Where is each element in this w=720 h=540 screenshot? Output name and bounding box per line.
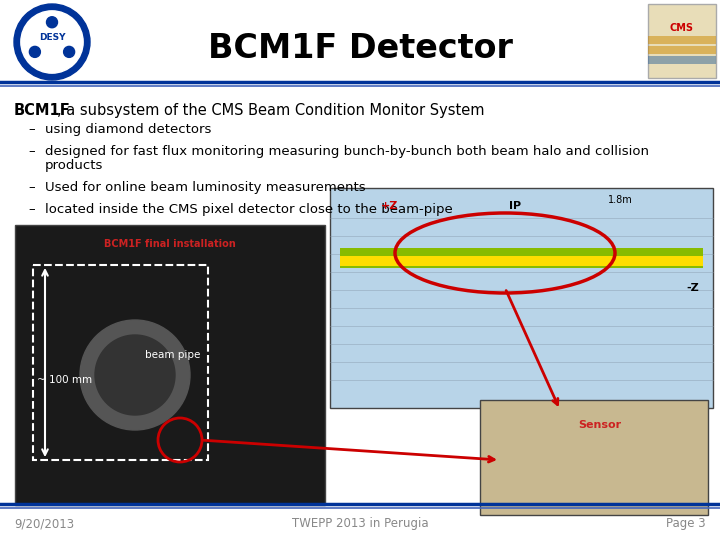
Text: Page 3: Page 3 xyxy=(667,517,706,530)
Bar xyxy=(15,225,325,505)
Text: CMS: CMS xyxy=(670,23,694,33)
Text: Sensor: Sensor xyxy=(578,420,621,430)
Text: +Z: +Z xyxy=(382,201,399,211)
Text: –: – xyxy=(28,181,35,194)
Circle shape xyxy=(47,17,58,28)
Text: Used for online beam luminosity measurements: Used for online beam luminosity measurem… xyxy=(45,181,366,194)
Text: IP: IP xyxy=(509,201,521,211)
Text: DESY: DESY xyxy=(39,33,66,43)
Text: located inside the CMS pixel detector close to the beam-pipe: located inside the CMS pixel detector cl… xyxy=(45,203,453,216)
Text: 1.8m: 1.8m xyxy=(608,195,632,205)
Text: –: – xyxy=(28,203,35,216)
Circle shape xyxy=(21,11,84,73)
Text: using diamond detectors: using diamond detectors xyxy=(45,123,212,136)
Text: , a subsystem of the CMS Beam Condition Monitor System: , a subsystem of the CMS Beam Condition … xyxy=(57,103,485,118)
Text: –: – xyxy=(28,123,35,136)
Circle shape xyxy=(80,320,190,430)
Text: ~ 100 mm: ~ 100 mm xyxy=(37,375,92,385)
Text: -Z: -Z xyxy=(687,283,699,293)
Text: 9/20/2013: 9/20/2013 xyxy=(14,517,74,530)
Bar xyxy=(33,265,208,460)
Bar xyxy=(330,188,713,408)
Text: beam pipe: beam pipe xyxy=(145,350,200,360)
Circle shape xyxy=(95,335,175,415)
Text: products: products xyxy=(45,159,104,172)
Text: –: – xyxy=(28,145,35,158)
Bar xyxy=(340,256,703,266)
Circle shape xyxy=(63,46,75,57)
Bar xyxy=(340,248,703,268)
FancyBboxPatch shape xyxy=(648,36,716,44)
Circle shape xyxy=(14,4,90,80)
FancyBboxPatch shape xyxy=(648,56,716,64)
Text: BCM1F: BCM1F xyxy=(14,103,71,118)
Text: TWEPP 2013 in Perugia: TWEPP 2013 in Perugia xyxy=(292,517,428,530)
FancyBboxPatch shape xyxy=(648,46,716,54)
Circle shape xyxy=(30,46,40,57)
Text: BCM1F Detector: BCM1F Detector xyxy=(207,31,513,64)
Text: BCM1F final installation: BCM1F final installation xyxy=(104,239,236,249)
FancyBboxPatch shape xyxy=(648,4,716,78)
Bar xyxy=(480,400,708,515)
Text: designed for fast flux monitoring measuring bunch-by-bunch both beam halo and co: designed for fast flux monitoring measur… xyxy=(45,145,649,158)
